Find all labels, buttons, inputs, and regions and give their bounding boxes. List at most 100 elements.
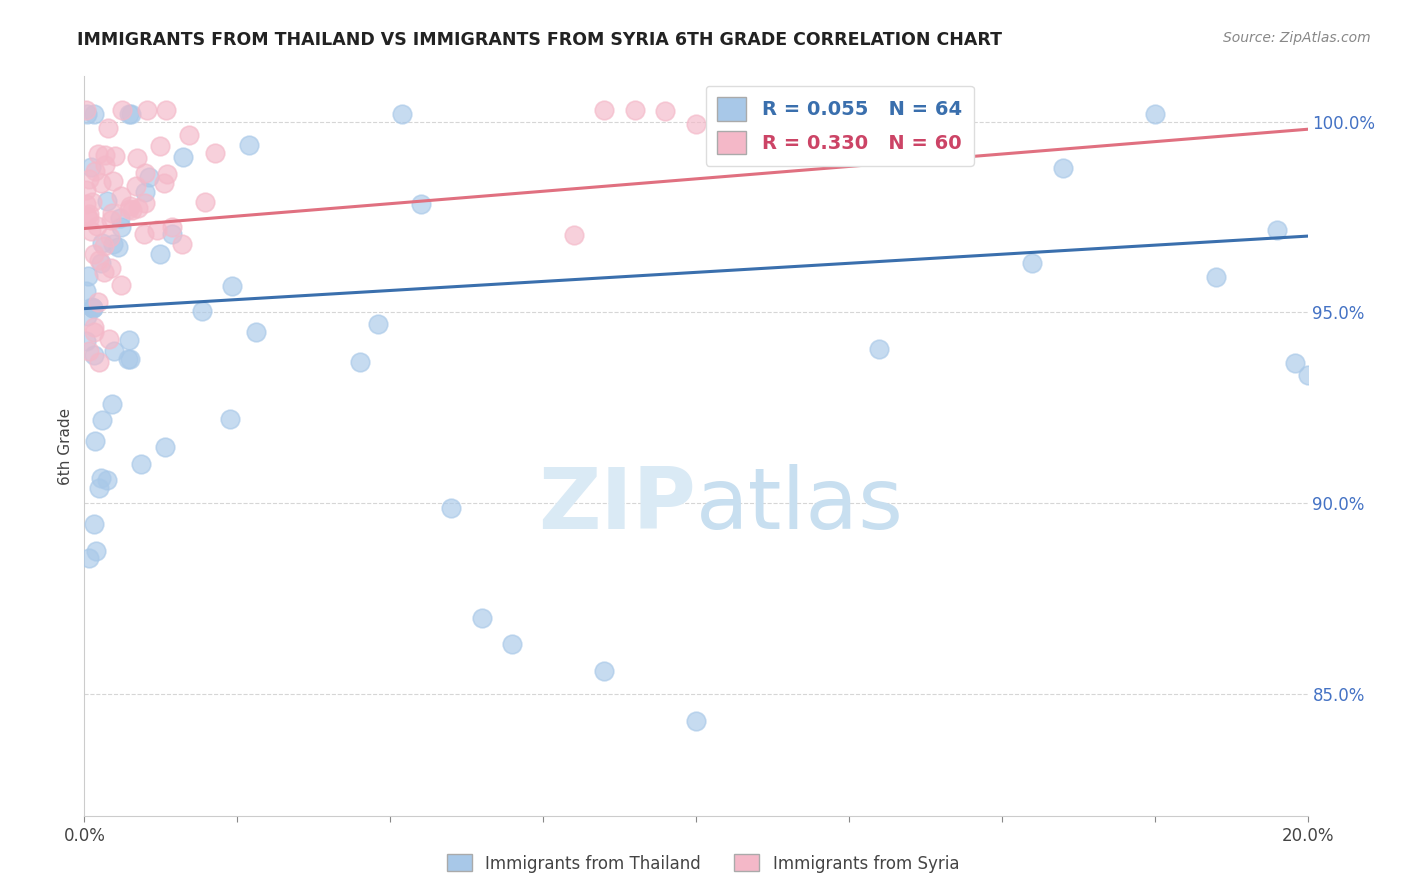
- Point: [75, 183, 97, 197]
- Point: [149, 139, 172, 153]
- Point: [118, 333, 141, 347]
- Point: [101, 397, 124, 411]
- Point: [82, 301, 104, 315]
- Point: [191, 304, 214, 318]
- Point: [1296, 368, 1319, 383]
- Point: [685, 117, 707, 131]
- Point: [1143, 107, 1166, 121]
- Point: [118, 107, 141, 121]
- Point: [409, 197, 432, 211]
- Point: [125, 151, 148, 165]
- Point: [776, 107, 799, 121]
- Point: [110, 188, 132, 202]
- Point: [100, 229, 122, 244]
- Point: [156, 167, 179, 181]
- Point: [108, 211, 131, 225]
- Point: [79, 551, 101, 566]
- Point: [77, 172, 100, 186]
- Point: [94, 147, 117, 161]
- Point: [160, 220, 183, 235]
- Point: [77, 212, 100, 227]
- Point: [104, 149, 127, 163]
- Point: [80, 300, 103, 314]
- Point: [155, 103, 177, 118]
- Point: [75, 197, 97, 211]
- Point: [367, 317, 389, 331]
- Point: [134, 196, 156, 211]
- Point: [80, 225, 103, 239]
- Point: [1021, 256, 1043, 270]
- Point: [179, 128, 201, 142]
- Point: [120, 199, 142, 213]
- Point: [100, 260, 122, 275]
- Text: Source: ZipAtlas.com: Source: ZipAtlas.com: [1223, 31, 1371, 45]
- Point: [80, 160, 103, 174]
- Point: [471, 611, 494, 625]
- Legend: Immigrants from Thailand, Immigrants from Syria: Immigrants from Thailand, Immigrants fro…: [440, 847, 966, 880]
- Point: [100, 212, 122, 227]
- Point: [87, 253, 110, 268]
- Point: [132, 227, 155, 241]
- Point: [101, 174, 124, 188]
- Point: [135, 103, 157, 118]
- Point: [75, 284, 97, 298]
- Point: [103, 344, 125, 359]
- Point: [121, 202, 143, 217]
- Point: [654, 104, 676, 119]
- Point: [502, 637, 524, 651]
- Point: [110, 219, 132, 234]
- Point: [110, 277, 132, 292]
- Point: [172, 150, 194, 164]
- Point: [75, 334, 97, 349]
- Point: [562, 227, 585, 242]
- Point: [83, 107, 105, 121]
- Point: [83, 325, 105, 339]
- Point: [125, 179, 148, 194]
- Y-axis label: 6th Grade: 6th Grade: [58, 408, 73, 484]
- Point: [593, 103, 616, 118]
- Point: [101, 237, 124, 252]
- Point: [245, 325, 267, 339]
- Point: [129, 457, 152, 471]
- Point: [1205, 269, 1227, 284]
- Point: [84, 434, 107, 448]
- Point: [134, 166, 156, 180]
- Point: [593, 664, 616, 678]
- Text: ZIP: ZIP: [538, 464, 696, 547]
- Point: [90, 176, 112, 190]
- Point: [153, 176, 176, 190]
- Point: [107, 240, 129, 254]
- Point: [440, 501, 463, 516]
- Point: [145, 223, 167, 237]
- Point: [120, 351, 142, 366]
- Point: [84, 544, 107, 558]
- Point: [90, 471, 112, 485]
- Point: [96, 194, 118, 208]
- Point: [127, 201, 149, 215]
- Point: [221, 278, 243, 293]
- Point: [97, 120, 120, 135]
- Point: [86, 219, 108, 233]
- Point: [1265, 223, 1288, 237]
- Point: [1052, 161, 1074, 176]
- Point: [76, 209, 98, 223]
- Point: [90, 256, 112, 270]
- Point: [93, 265, 115, 279]
- Point: [76, 310, 98, 324]
- Point: [110, 103, 132, 118]
- Point: [869, 342, 891, 356]
- Point: [89, 355, 111, 369]
- Point: [83, 164, 105, 178]
- Point: [238, 138, 260, 153]
- Point: [391, 107, 413, 121]
- Point: [194, 194, 217, 209]
- Point: [624, 103, 647, 118]
- Point: [716, 107, 738, 121]
- Point: [204, 146, 226, 161]
- Point: [83, 320, 105, 334]
- Point: [117, 351, 139, 366]
- Point: [98, 332, 121, 346]
- Point: [96, 473, 118, 487]
- Point: [1284, 356, 1306, 370]
- Point: [94, 158, 117, 172]
